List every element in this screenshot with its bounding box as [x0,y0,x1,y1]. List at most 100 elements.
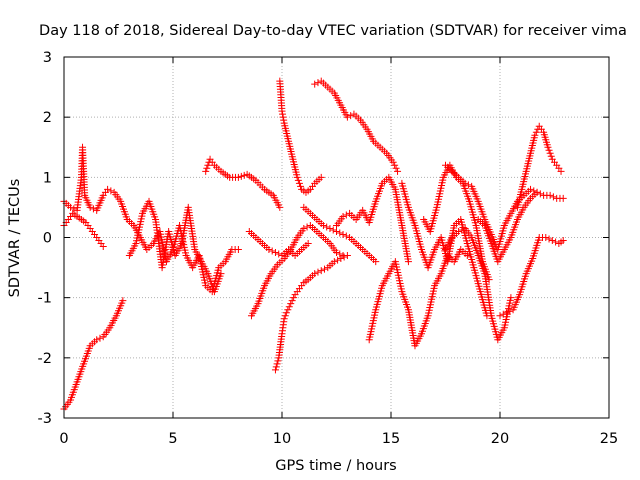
data-point [544,143,552,151]
data-point [234,173,242,181]
data-point [548,237,556,245]
data-point [323,223,331,231]
data-point [202,167,210,175]
data-point [503,309,511,317]
data-point [321,265,329,273]
data-point [104,185,112,193]
data-point [265,246,273,254]
data-point [527,185,535,193]
grid-lines [64,57,609,418]
x-axis-ticks: 0 5 10 15 20 25 [59,57,618,447]
x-tick-label: 15 [382,431,400,447]
data-point [311,80,319,88]
y-tick-label: 0 [43,231,52,247]
data-point [276,203,284,211]
data-point [203,164,211,172]
data-point [330,258,338,266]
data-point [234,246,242,254]
data-point [404,258,412,266]
data-point [343,252,351,260]
data-point [317,173,325,181]
data-point [389,158,397,166]
data-point [311,270,319,278]
data-point [461,179,469,187]
data-point [297,182,305,190]
data-point [507,294,515,302]
data-point [304,240,312,248]
data-point [274,357,282,365]
data-point [464,181,472,189]
data-point [273,360,281,368]
data-point [86,203,94,211]
data-point [240,171,248,179]
x-tick-label: 5 [168,431,177,447]
data-point [93,336,101,344]
data-point [281,312,289,320]
data-point [275,250,283,258]
data-point [559,237,567,245]
data-point [455,227,463,235]
data-point [333,227,340,235]
data-point [533,188,541,196]
data-point [343,113,351,121]
data-point [89,205,97,213]
x-tick-label: 25 [600,431,618,447]
data-point [70,205,78,213]
x-axis-label: GPS time / hours [275,458,396,474]
data-point [549,193,557,201]
data-point [303,223,311,231]
data-point [542,234,550,241]
data-point [288,297,296,305]
data-point [295,179,303,187]
data-point [499,310,507,318]
data-point [294,176,302,184]
data-markers [60,77,567,413]
data-point [347,112,355,120]
data-point [458,226,466,234]
data-point [329,226,337,234]
data-point [107,187,115,195]
data-point [326,224,334,232]
x-tick-label: 10 [273,431,291,447]
data-point [300,224,308,232]
data-point [463,252,471,260]
data-point [391,161,399,169]
x-tick-label: 0 [59,431,68,447]
data-point [333,249,340,257]
data-point [314,268,322,276]
data-point [290,294,298,302]
data-point [339,212,347,220]
y-tick-label: -3 [38,411,52,427]
data-point [546,149,554,157]
y-tick-label: -2 [38,351,52,367]
data-point [545,146,553,154]
data-point [280,116,288,124]
data-point [284,306,292,314]
data-point [217,270,225,278]
data-point [119,297,127,305]
data-point [314,79,322,87]
data-point [237,172,245,180]
y-tick-label: 3 [43,50,52,66]
data-point [392,164,400,172]
data-point [530,187,538,195]
data-point [337,255,345,263]
data-point [280,315,288,323]
y-tick-label: 2 [43,110,52,126]
data-point [271,249,279,257]
data-point [268,247,276,255]
data-point [506,307,514,315]
data-point [204,161,212,169]
data-point [271,366,279,374]
data-point [287,300,295,308]
chart-title: Day 118 of 2018, Sidereal Day-to-day VTE… [39,23,627,39]
y-tick-label: 1 [43,170,52,186]
data-point [317,267,325,275]
data-point [279,110,287,118]
data-point [496,312,504,320]
data-point [340,253,348,261]
data-point [293,173,301,181]
data-point [99,243,107,251]
data-point [394,167,402,175]
